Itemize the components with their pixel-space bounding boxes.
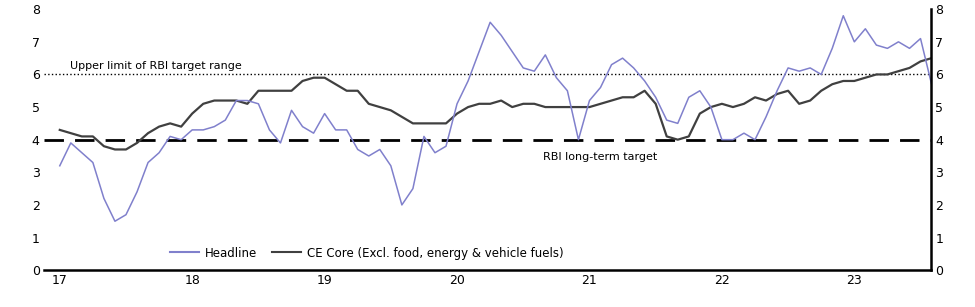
Text: Upper limit of RBI target range: Upper limit of RBI target range xyxy=(70,60,242,71)
Text: RBI long-term target: RBI long-term target xyxy=(543,152,657,162)
Legend: Headline, CE Core (Excl. food, energy & vehicle fuels): Headline, CE Core (Excl. food, energy & … xyxy=(165,242,568,264)
